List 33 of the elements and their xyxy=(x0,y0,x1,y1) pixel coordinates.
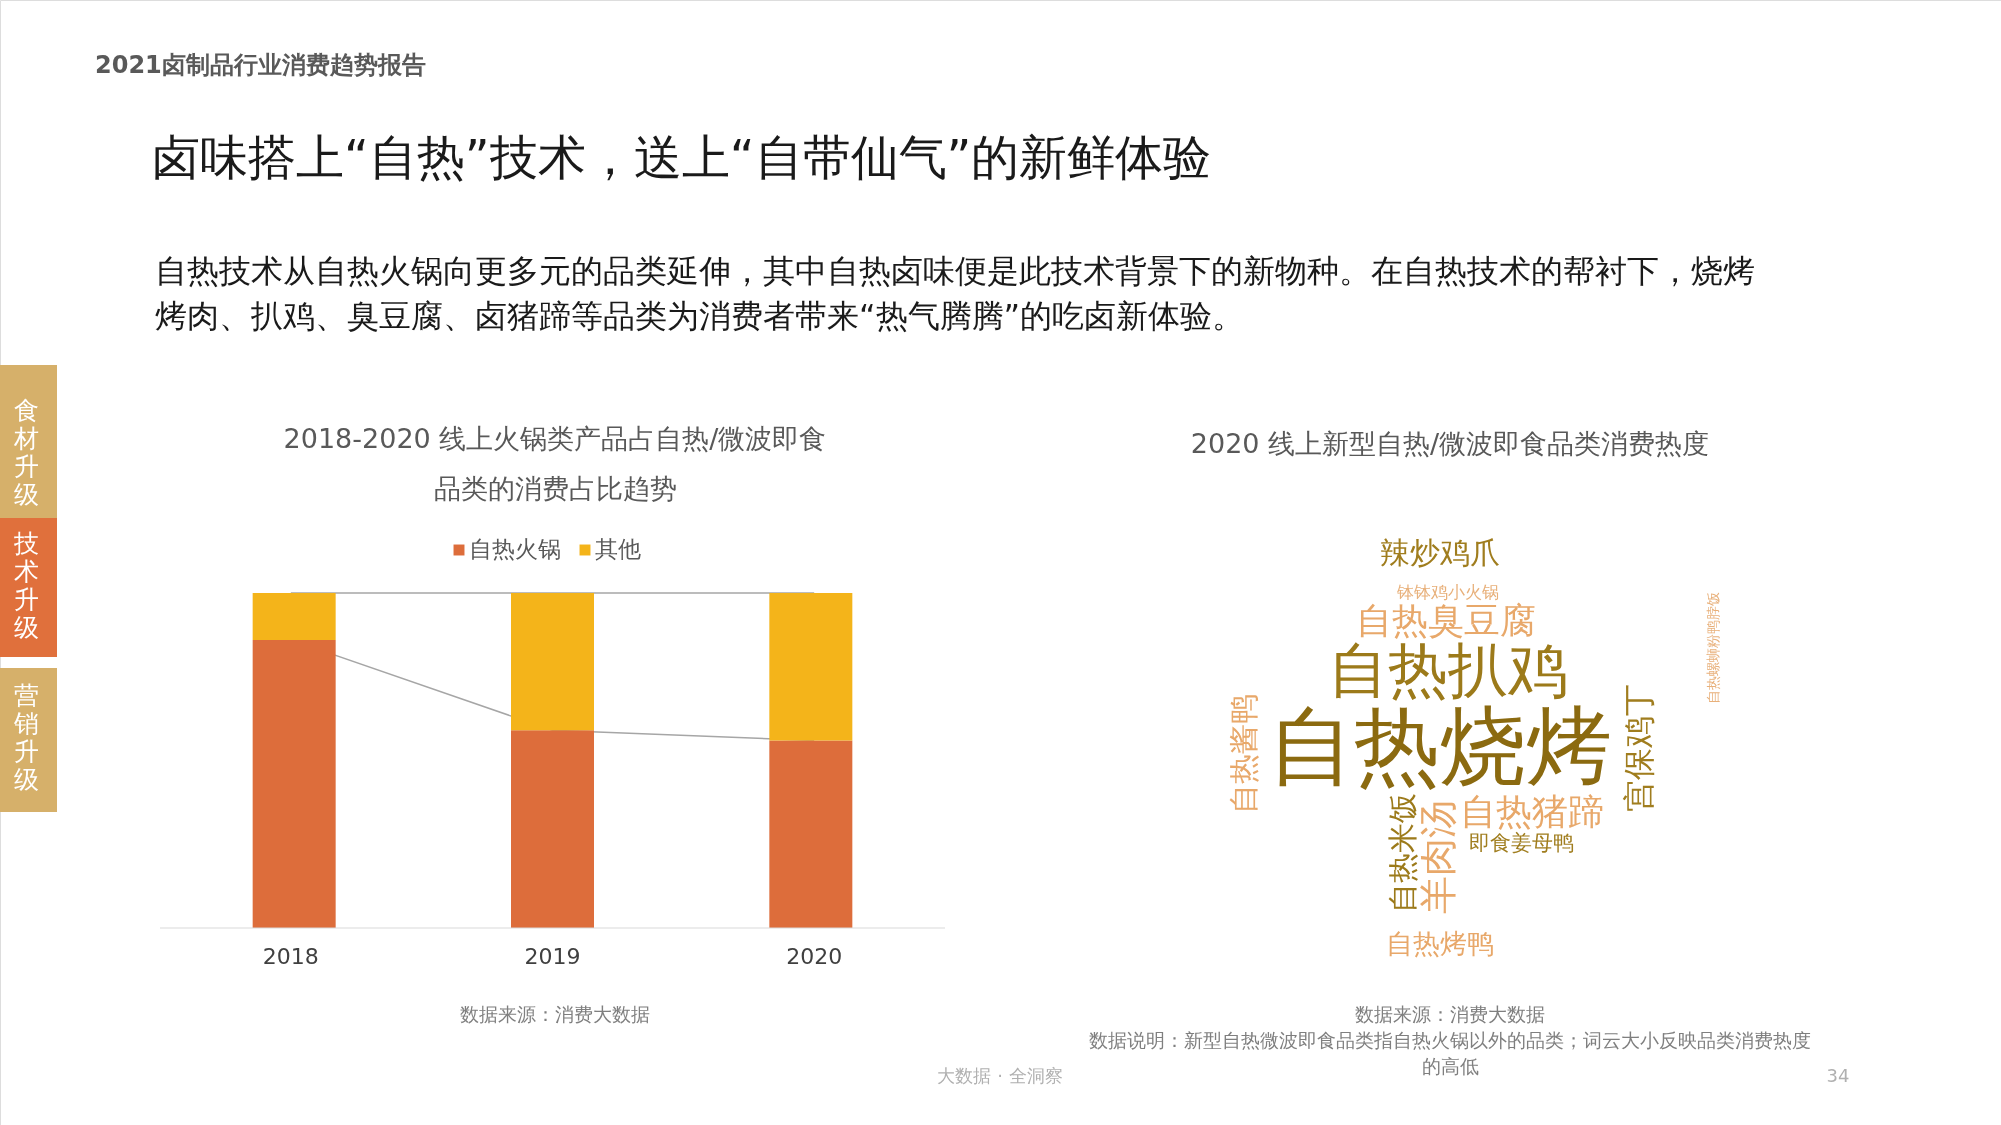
text: 大数据 · 全洞察 xyxy=(937,1065,1063,1086)
text: 自热烤鸭 xyxy=(1386,928,1494,959)
legend-label: 自热火锅 xyxy=(469,536,561,562)
bar xyxy=(252,639,336,928)
text: 2021卤制品行业消费趋势报告 xyxy=(95,51,426,79)
bar xyxy=(252,593,336,640)
text: 营销升级 xyxy=(12,681,39,794)
text: 自热猪蹄 xyxy=(1460,791,1604,832)
text: 34 xyxy=(1826,1065,1850,1086)
text: 卤味搭上“自热”技术，送上“自带仙气”的新鲜体验 xyxy=(152,129,1212,185)
text: 数据说明：新型自热微波即食品类指自热火锅以外的品类；词云大小反映品类消费热度的高低 xyxy=(1089,1029,1811,1077)
text: 自热米饭 xyxy=(1385,793,1420,913)
chart-title: 2018-2020 线上火锅类产品占自热/微波即食品类的消费占比趋势 xyxy=(283,423,827,504)
bar xyxy=(769,740,853,928)
text: 技术升级 xyxy=(12,528,39,642)
text: 自热螺蛳粉鸭脖饭 xyxy=(1705,592,1721,704)
source-note: 数据来源：消费大数据 xyxy=(460,1003,650,1025)
text: 自热技术从自热火锅向更多元的品类延伸，其中自热卤味便是此技术背景下的新物种。在自热技术的帮衬下，烧烤烤肉、扒鸡、臭豆腐、卤猪蹄等品类为消费者带来“热气腾腾”的吃卤新体验。 xyxy=(155,252,1755,335)
text: 即食姜母鸭 xyxy=(1468,831,1574,855)
legend-label: 其他 xyxy=(595,536,641,562)
text: 宫保鸡丁 xyxy=(1620,684,1658,812)
x-tick-label: 2018 xyxy=(262,944,319,969)
text: 钵钵鸡小火锅 xyxy=(1396,582,1499,602)
text: 自热酱鸭 xyxy=(1226,694,1261,814)
bar xyxy=(769,593,853,741)
source-note: 数据来源：消费大数据 xyxy=(1355,1003,1545,1025)
text: 食材升级 xyxy=(12,396,39,509)
text: 辣炒鸡爪 xyxy=(1380,535,1500,570)
bar xyxy=(511,593,594,731)
x-tick-label: 2020 xyxy=(786,944,843,969)
x-tick-label: 2019 xyxy=(524,944,581,969)
bar xyxy=(511,730,594,928)
text: 2020 线上新型自热/微波即食品类消费热度 xyxy=(1190,428,1710,459)
